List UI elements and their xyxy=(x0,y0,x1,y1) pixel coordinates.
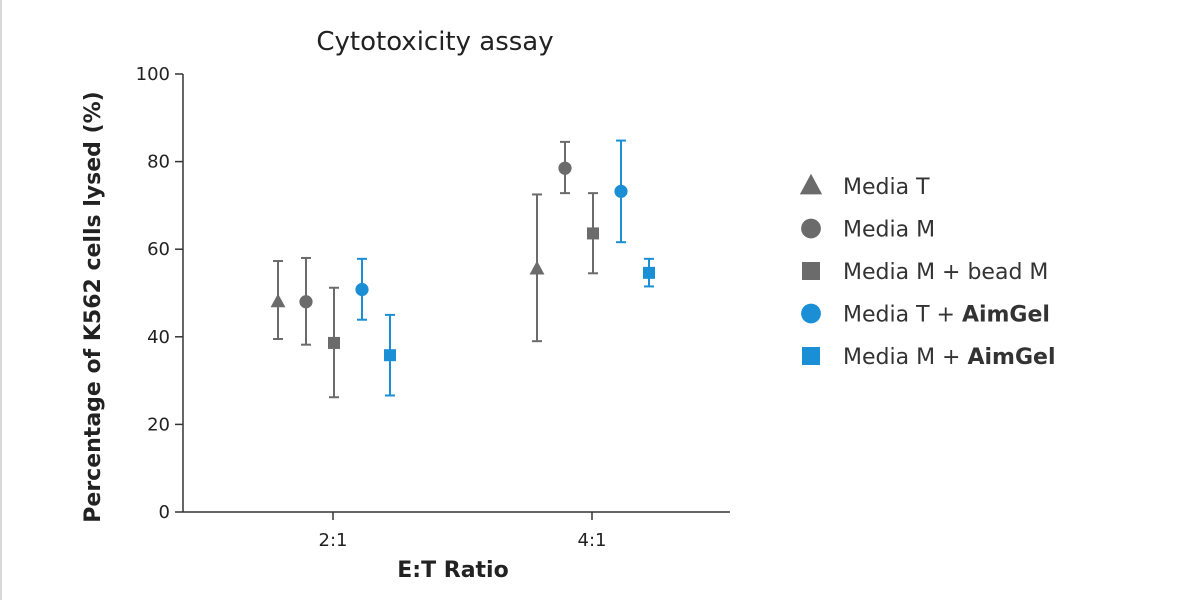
data-point xyxy=(270,293,286,308)
legend-marker xyxy=(801,218,821,239)
legend-marker xyxy=(801,303,821,324)
data-point xyxy=(587,227,599,240)
legend-label: Media M xyxy=(843,218,935,243)
data-point xyxy=(355,282,369,297)
y-tick-label: 100 xyxy=(136,64,170,85)
legend-label: Media T xyxy=(843,175,930,200)
y-tick-label: 80 xyxy=(147,152,170,173)
legend-label: Media M + AimGel xyxy=(843,345,1056,370)
data-point xyxy=(299,295,313,309)
frame-border xyxy=(0,0,2,600)
data-point xyxy=(384,349,396,362)
legend-marker xyxy=(802,262,820,280)
x-tick-label: 2:1 xyxy=(319,530,348,551)
chart-title: Cytotoxicity assay xyxy=(316,27,553,57)
y-tick-label: 0 xyxy=(159,502,170,523)
y-ticks: 0 20 40 60 80 100 xyxy=(136,64,183,523)
x-ticks: 2:1 4:1 xyxy=(319,512,607,551)
data-point xyxy=(643,266,655,279)
legend-label: Media T + AimGel xyxy=(843,303,1050,328)
legend-marker xyxy=(799,173,823,195)
legend-marker xyxy=(802,347,820,365)
data-marks xyxy=(270,139,655,399)
data-point xyxy=(529,260,545,275)
x-axis-title: E:T Ratio xyxy=(397,558,508,583)
legend: Media T Media M Media M + bead M Media T + … xyxy=(799,173,1056,370)
y-axis-title: Percentage of K562 cells lysed (%) xyxy=(81,91,106,522)
data-point xyxy=(328,336,340,349)
x-tick-label: 4:1 xyxy=(578,530,607,551)
legend-label: Media M + bead M xyxy=(843,260,1048,285)
y-tick-label: 20 xyxy=(147,414,170,435)
data-point xyxy=(558,161,572,175)
y-tick-label: 60 xyxy=(147,239,170,260)
y-tick-label: 40 xyxy=(147,327,170,348)
data-point xyxy=(614,184,628,198)
